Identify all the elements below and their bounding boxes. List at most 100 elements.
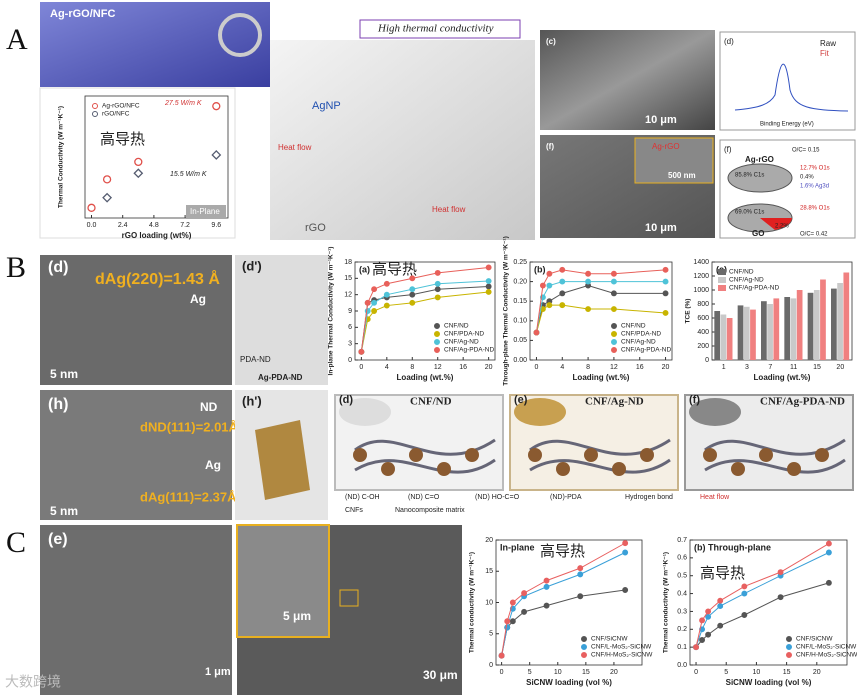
point <box>705 608 712 615</box>
x-tick-label: 0 <box>500 669 504 676</box>
point <box>521 590 528 597</box>
point <box>211 150 222 160</box>
label: (f) <box>546 142 554 151</box>
bar <box>761 301 767 360</box>
legend-label: CNF/ND <box>729 269 754 276</box>
point <box>559 266 566 273</box>
point <box>610 306 617 312</box>
x-tick-label: 4 <box>560 364 564 371</box>
scale-bar: 30 μm <box>423 668 458 682</box>
legend-marker <box>786 652 792 658</box>
x-tick-label: 0.0 <box>87 222 97 229</box>
pie-slice <box>760 218 792 230</box>
legend-label: Ag-rGO/NFC <box>102 103 140 110</box>
point <box>212 102 221 111</box>
x-tick-label: 8 <box>410 364 414 371</box>
legend-item: CNFs <box>345 507 363 514</box>
particle <box>612 462 626 476</box>
legend-label: CNF/PDA-ND <box>444 331 484 338</box>
plot-area <box>84 95 229 219</box>
legend-marker <box>581 636 587 642</box>
legend-item: (ND) C-OH <box>345 494 380 501</box>
point <box>539 282 546 289</box>
y-tick-label: 0 <box>705 357 709 364</box>
series-line <box>535 304 666 333</box>
label: (d) <box>724 37 734 46</box>
panel-label: B <box>6 251 26 284</box>
badge-text: High thermal conductivity <box>377 23 494 35</box>
x-tick-label: 15 <box>813 364 821 371</box>
point <box>662 278 669 285</box>
y-tick-label: 1400 <box>693 259 709 266</box>
x-tick-label: 0 <box>535 364 539 371</box>
point <box>87 203 96 212</box>
point <box>434 280 441 287</box>
legend-item: Nanocomposite matrix <box>395 507 465 514</box>
scale-bar: 5 μm <box>283 609 311 623</box>
schematic-image <box>270 40 535 240</box>
point <box>610 278 617 285</box>
point <box>825 549 832 556</box>
plot-area <box>529 261 673 361</box>
point <box>383 302 390 309</box>
y-tick-label: 3 <box>348 341 352 348</box>
point <box>383 291 390 298</box>
bar <box>720 314 727 360</box>
point <box>559 290 566 297</box>
point <box>577 571 584 578</box>
bar <box>784 297 791 360</box>
x-tick-label: 16 <box>636 364 644 371</box>
y-tick-label: 10 <box>485 599 493 606</box>
annotation: 15.5 W/m K <box>170 171 207 178</box>
series-line <box>535 269 666 333</box>
annotation: In-Plane <box>190 207 220 216</box>
legend-swatch <box>718 269 726 275</box>
y-tick-label: 0.5 <box>677 573 687 580</box>
y-tick-label: 0.00 <box>513 357 527 364</box>
legend-label: rGO/NFC <box>102 111 130 118</box>
particle <box>584 448 598 462</box>
point <box>662 266 669 273</box>
inset-image <box>634 137 714 184</box>
label: (d) <box>48 259 68 276</box>
y-axis-label: Through-plane Thermal Conductivity (W m⁻… <box>503 236 510 386</box>
y-tick-label: 200 <box>697 343 709 350</box>
point <box>371 286 378 293</box>
chart-title: (b) Through-plane <box>694 542 771 552</box>
label: Ag-PDA-ND <box>258 373 303 382</box>
legend-marker <box>786 644 792 650</box>
legend-marker <box>611 339 617 345</box>
point <box>498 652 505 659</box>
point <box>662 290 669 297</box>
point <box>364 299 371 306</box>
pie-top <box>727 163 793 193</box>
particle <box>640 448 654 462</box>
fiber-cone <box>689 398 741 426</box>
point <box>825 540 832 547</box>
bar <box>796 290 803 360</box>
point <box>777 594 784 601</box>
series-line <box>695 543 830 648</box>
legend-marker <box>434 347 440 353</box>
label: 2.2% <box>775 224 789 230</box>
legend-item: (ND) C=O <box>408 494 440 501</box>
point <box>717 597 724 604</box>
bar <box>714 311 721 360</box>
point <box>559 302 566 309</box>
legend-label: CNF/H-MoS₂-SiCNW <box>591 652 653 659</box>
legend-marker <box>786 636 792 642</box>
chart-title: (a) <box>359 264 370 274</box>
point <box>409 291 416 298</box>
label: Ag-rGO <box>652 142 680 151</box>
legend-item: (ND) HO-C=O <box>475 494 520 501</box>
y-tick-label: 0.10 <box>513 318 527 325</box>
legend-marker <box>611 323 617 329</box>
label: 28.8% O1s <box>800 206 830 212</box>
scheme-title: CNF/Ag-PDA-ND <box>760 396 845 408</box>
label: (c) <box>546 37 556 46</box>
point <box>622 540 629 547</box>
particle <box>731 462 745 476</box>
y-tick-label: 1200 <box>693 273 709 280</box>
fiber-cone <box>339 398 391 426</box>
point <box>371 308 378 314</box>
